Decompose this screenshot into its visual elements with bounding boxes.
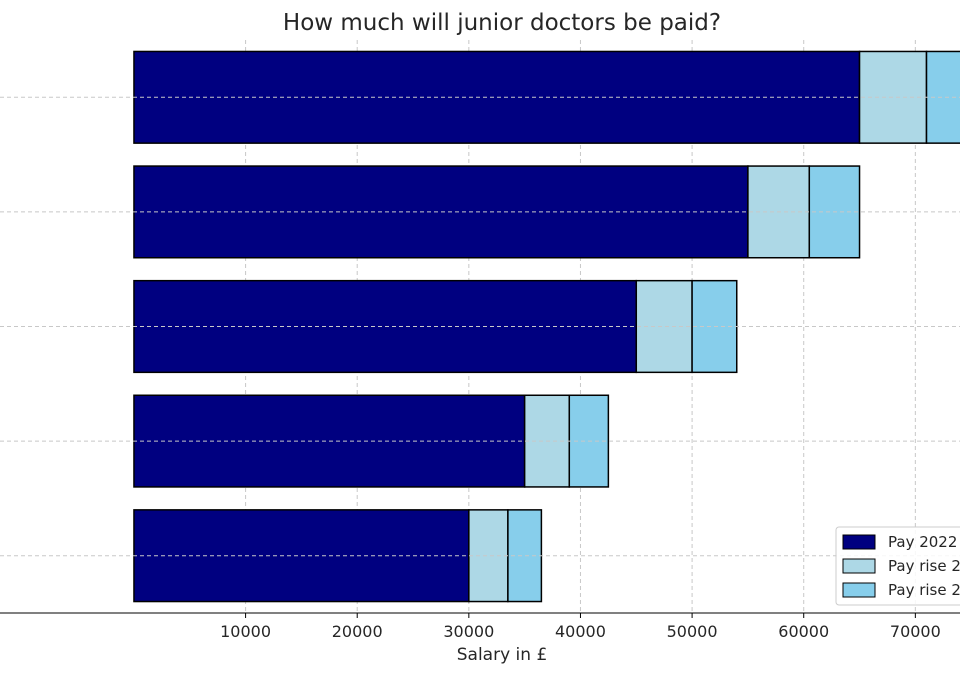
x-tick-label-6: 70000 — [890, 622, 941, 641]
x-tick-label-3: 40000 — [555, 622, 606, 641]
chart-title: How much will junior doctors be paid? — [283, 10, 721, 36]
x-tick-label-5: 60000 — [778, 622, 829, 641]
legend-label-1: Pay rise 2 — [888, 557, 960, 575]
bar-series1-cat4 — [468, 509, 509, 603]
legend-swatch-0 — [842, 534, 876, 550]
legend-label-0: Pay 2022 — [888, 533, 957, 551]
legend-swatch-1 — [842, 558, 876, 574]
legend: Pay 2022 Pay rise 2 Pay rise 2 — [835, 526, 960, 606]
legend-swatch-2 — [842, 582, 876, 598]
x-axis-label: Salary in £ — [457, 645, 548, 665]
legend-entries: Pay 2022 Pay rise 2 Pay rise 2 — [842, 533, 960, 599]
x-tick-label-4: 50000 — [667, 622, 718, 641]
x-tick-label-2: 30000 — [443, 622, 494, 641]
bars — [0, 50, 960, 603]
x-tick-label-1: 20000 — [332, 622, 383, 641]
x-axis-ticks: 10000 20000 30000 40000 50000 60000 70000 — [220, 613, 941, 641]
legend-label-2: Pay rise 2 — [888, 581, 960, 599]
x-tick-label-0: 10000 — [220, 622, 271, 641]
